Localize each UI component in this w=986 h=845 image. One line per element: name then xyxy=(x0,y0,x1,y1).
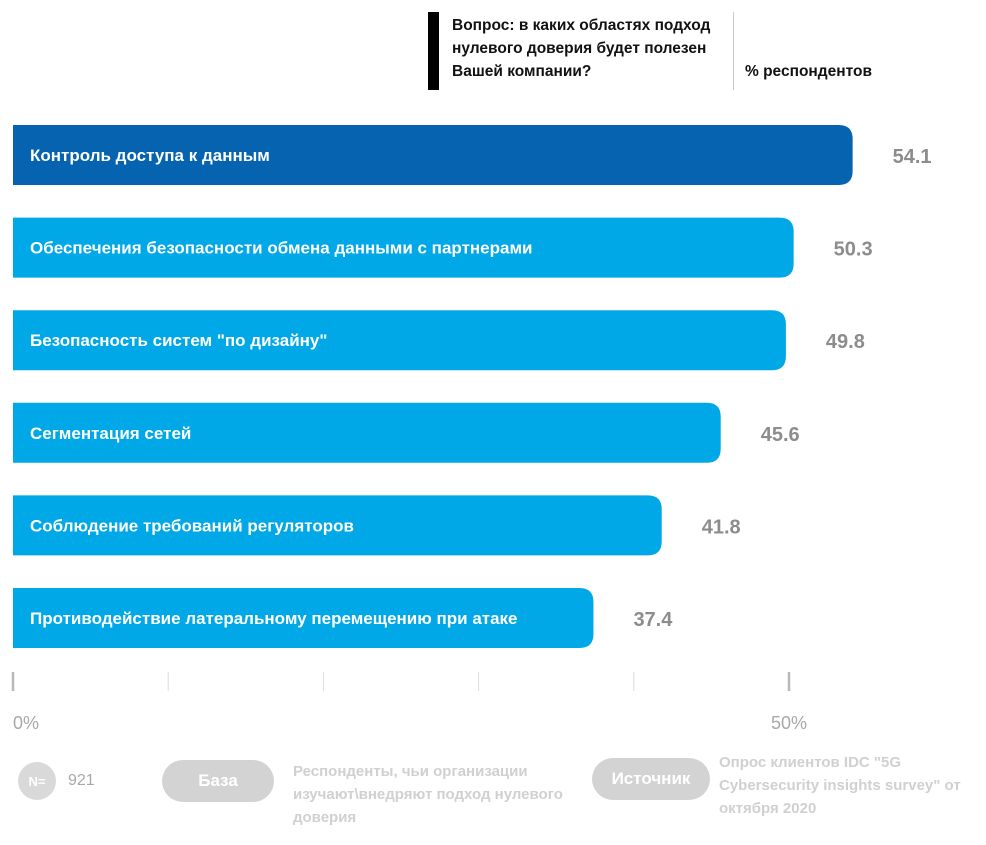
value-label: 49.8 xyxy=(826,331,865,353)
bar xyxy=(13,125,853,185)
base-description: Респонденты, чьи организации изучают\вне… xyxy=(293,763,563,826)
bar-label: Противодействие латеральному перемещению… xyxy=(30,609,518,628)
bar xyxy=(13,310,786,371)
bar xyxy=(13,588,594,648)
bar-label: Безопасность систем "по дизайну" xyxy=(30,331,327,350)
bar-label: Контроль доступа к данным xyxy=(30,146,270,165)
bar-label: Обеспечения безопасности обмена данными … xyxy=(30,239,532,258)
source-description: Опрос клиентов IDC "5G Cybersecurity ins… xyxy=(719,754,961,817)
question-marker xyxy=(428,12,439,90)
unit-label: % респондентов xyxy=(745,63,872,80)
bar xyxy=(13,217,794,278)
sample-size-value: 921 xyxy=(68,772,95,789)
question-text: Вопрос: в каких областях подход нулевого… xyxy=(452,17,711,80)
bar xyxy=(13,402,721,463)
source-badge: Источник xyxy=(592,758,710,800)
bar-label: Сегментация сетей xyxy=(30,424,191,443)
value-label: 54.1 xyxy=(893,146,932,168)
value-label: 41.8 xyxy=(702,516,741,538)
tick-label: 50% xyxy=(771,713,807,733)
value-label: 37.4 xyxy=(633,609,673,631)
bar-label: Соблюдение требований регуляторов xyxy=(30,516,354,535)
value-label: 45.6 xyxy=(761,424,800,446)
base-badge: База xyxy=(162,760,274,802)
sample-size-badge: N= xyxy=(18,762,56,800)
header-divider xyxy=(733,12,734,90)
bar xyxy=(13,495,662,556)
tick-label: 0% xyxy=(13,713,39,733)
bar-chart: Контроль доступа к данным 54.1 Обеспечения… xyxy=(11,125,932,733)
value-label: 50.3 xyxy=(834,239,873,261)
